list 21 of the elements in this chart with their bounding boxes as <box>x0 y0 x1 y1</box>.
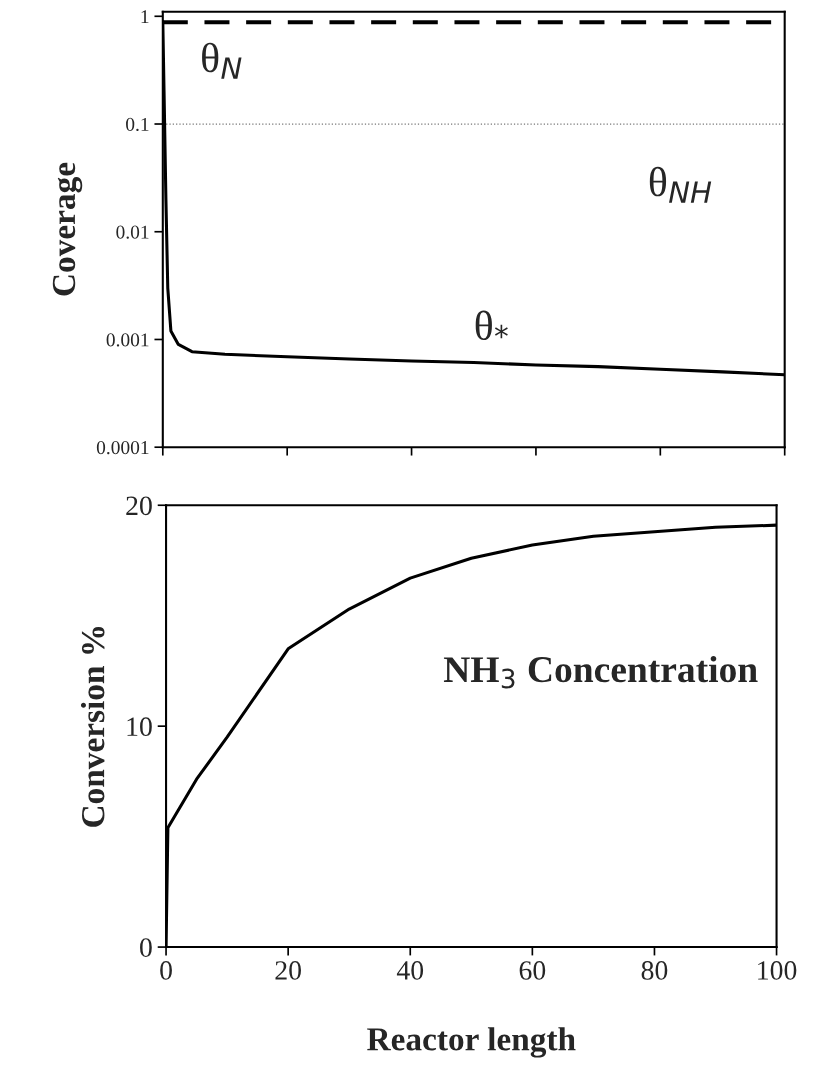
x-tick-label: 80 <box>641 961 668 980</box>
y-tick-label: 0.001 <box>106 333 149 347</box>
y-tick-label: 0.0001 <box>96 441 149 455</box>
x-tick-label: 100 <box>758 961 797 980</box>
y-axis-title: Coverage <box>52 162 83 296</box>
series-label: θ$_{*}$ <box>475 310 508 341</box>
y-tick-label: 20 <box>126 496 152 516</box>
x-tick-label: 0 <box>160 961 172 980</box>
x-axis-title: Reactor length <box>367 1027 576 1058</box>
y-tick-label: 0 <box>140 938 152 957</box>
x-tick-label: 60 <box>519 961 546 980</box>
y-axis-title: Conversion % <box>80 626 105 827</box>
x-tick-label: 40 <box>396 961 424 980</box>
y-tick-label: 0.1 <box>126 117 149 132</box>
y-tick-label: 10 <box>127 717 152 737</box>
y-tick-label: 1 <box>141 10 149 24</box>
text: NH$_{3}$ Concentration <box>443 655 758 689</box>
x-tick-label: 20 <box>275 961 301 980</box>
y-tick-label: 0.01 <box>116 225 149 239</box>
series-label: θ$_{NH}$ <box>649 166 712 203</box>
series-label: θ$_{N}$ <box>202 42 242 79</box>
